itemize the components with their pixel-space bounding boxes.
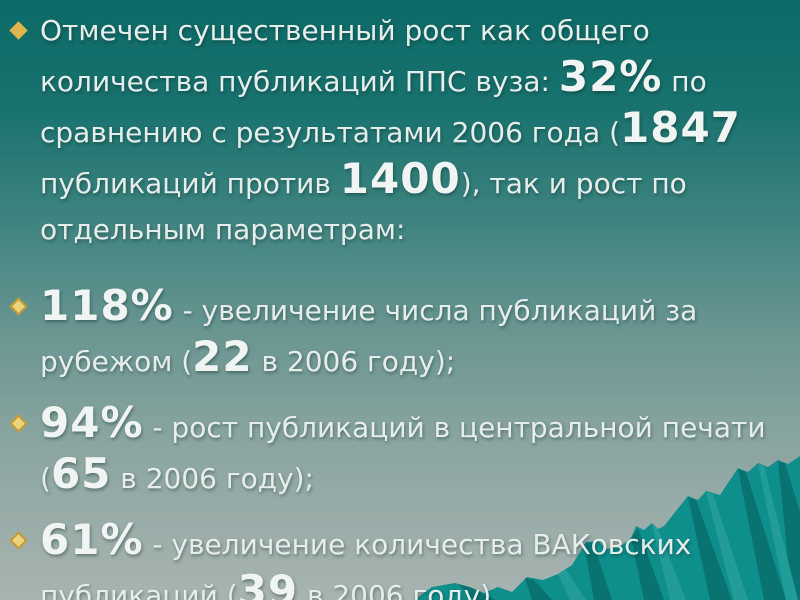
diamond-bullet-icon [9,414,28,433]
emphasized-number: 22 [192,332,253,381]
text-line: количества публикаций ППС вуза: 32% по [40,54,794,105]
text-segment: в 2006 году); [111,462,314,495]
text-segment: в 2006 году); [252,345,456,378]
text-line: (65 в 2006 году); [40,451,794,502]
emphasized-number: 1847 [620,103,741,152]
mountain-light-streaks [558,464,798,600]
text-segment: - увеличение числа публикаций за [173,294,698,327]
text-segment: в 2006 году). [298,579,501,600]
bullet-item: 118% - увеличение числа публикаций за руб… [9,283,794,385]
text-segment: ), так и рост по [460,167,687,200]
bullet-item: 94% - рост публикаций в центральной печа… [9,400,794,502]
bullet-item: 61% - увеличение количества ВАКовских пуб… [9,517,794,600]
emphasized-number: 65 [50,449,112,498]
emphasized-number: 61% [40,515,144,564]
text-segment: - увеличение количества ВАКовских [143,528,692,561]
text-segment: публикаций ( [40,579,238,600]
text-line: 61% - увеличение количества ВАКовских [40,517,794,568]
text-line: публикаций (39 в 2006 году). [40,568,794,600]
text-segment: рубежом ( [40,345,193,378]
text-segment: количества публикаций ППС вуза: [40,65,559,98]
text-segment: отдельным параметрам: [40,213,406,246]
mountain-graphic [414,456,800,600]
text-line: Отмечен существенный рост как общего [40,8,794,54]
text-line: 118% - увеличение числа публикаций за [40,283,794,334]
diamond-bullet-icon [9,297,28,316]
emphasized-number: 94% [40,398,144,447]
text-line: публикаций против 1400), так и рост по [40,156,794,207]
text-line: отдельным параметрам: [40,207,794,253]
emphasized-number: 118% [40,281,174,330]
text-segment: по [662,65,707,98]
text-segment: - рост публикаций в центральной печати [143,411,766,444]
text-segment: ( [40,462,51,495]
text-line: 94% - рост публикаций в центральной печа… [40,400,794,451]
emphasized-number: 1400 [339,154,461,203]
diamond-bullet-icon [9,531,28,550]
emphasized-number: 32% [558,52,663,101]
mountain-dark-streaks [458,461,800,600]
diamond-bullet-icon [9,21,28,40]
text-segment: сравнению с результатами 2006 года ( [40,116,620,149]
text-segment: Отмечен существенный рост как общего [40,14,650,47]
emphasized-number: 39 [237,566,299,600]
text-line: рубежом (22 в 2006 году); [40,334,794,385]
text-line: сравнению с результатами 2006 года (1847 [40,105,794,156]
text-segment: публикаций против [40,167,340,200]
bullet-item: Отмечен существенный рост как общего коли… [9,8,794,253]
